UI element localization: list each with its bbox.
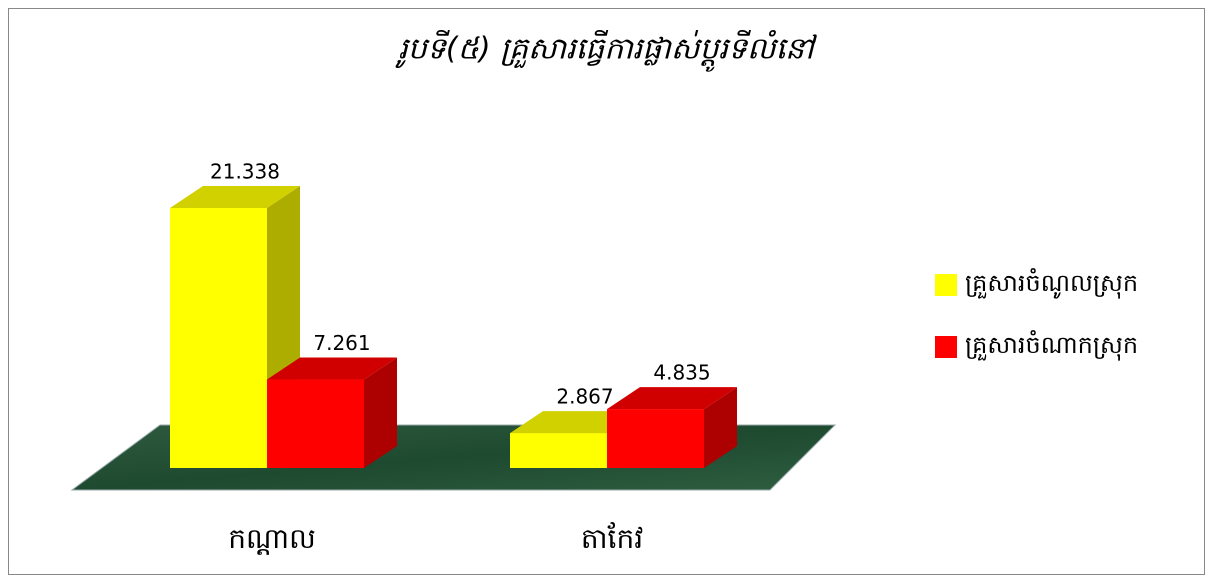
legend-swatch <box>935 336 957 358</box>
legend-label: គ្រួសារចំណាកស្រុក <box>965 330 1138 361</box>
legend-swatch <box>935 274 957 296</box>
chart-title: រូបទី(៥) គ្រួសារធ្វើការផ្លាស់ប្តូរទីលំនៅ <box>395 30 818 73</box>
bar-top <box>170 186 300 208</box>
bar <box>170 208 267 468</box>
bar <box>267 379 364 468</box>
bar <box>510 433 607 468</box>
data-label: 7.261 <box>313 331 370 355</box>
bar-side <box>364 357 397 468</box>
data-label: 21.338 <box>210 160 280 184</box>
bar-side <box>704 387 737 468</box>
data-label: 4.835 <box>653 361 710 385</box>
x-tick-label: កណ្ដាល <box>228 522 316 555</box>
legend-label: គ្រួសារចំណូលស្រុក <box>965 268 1138 299</box>
bar <box>607 409 704 468</box>
bar-top <box>607 387 737 410</box>
bar-top <box>267 357 397 380</box>
x-tick-label: តាកែវ <box>581 522 643 555</box>
data-label: 2.867 <box>556 385 613 409</box>
